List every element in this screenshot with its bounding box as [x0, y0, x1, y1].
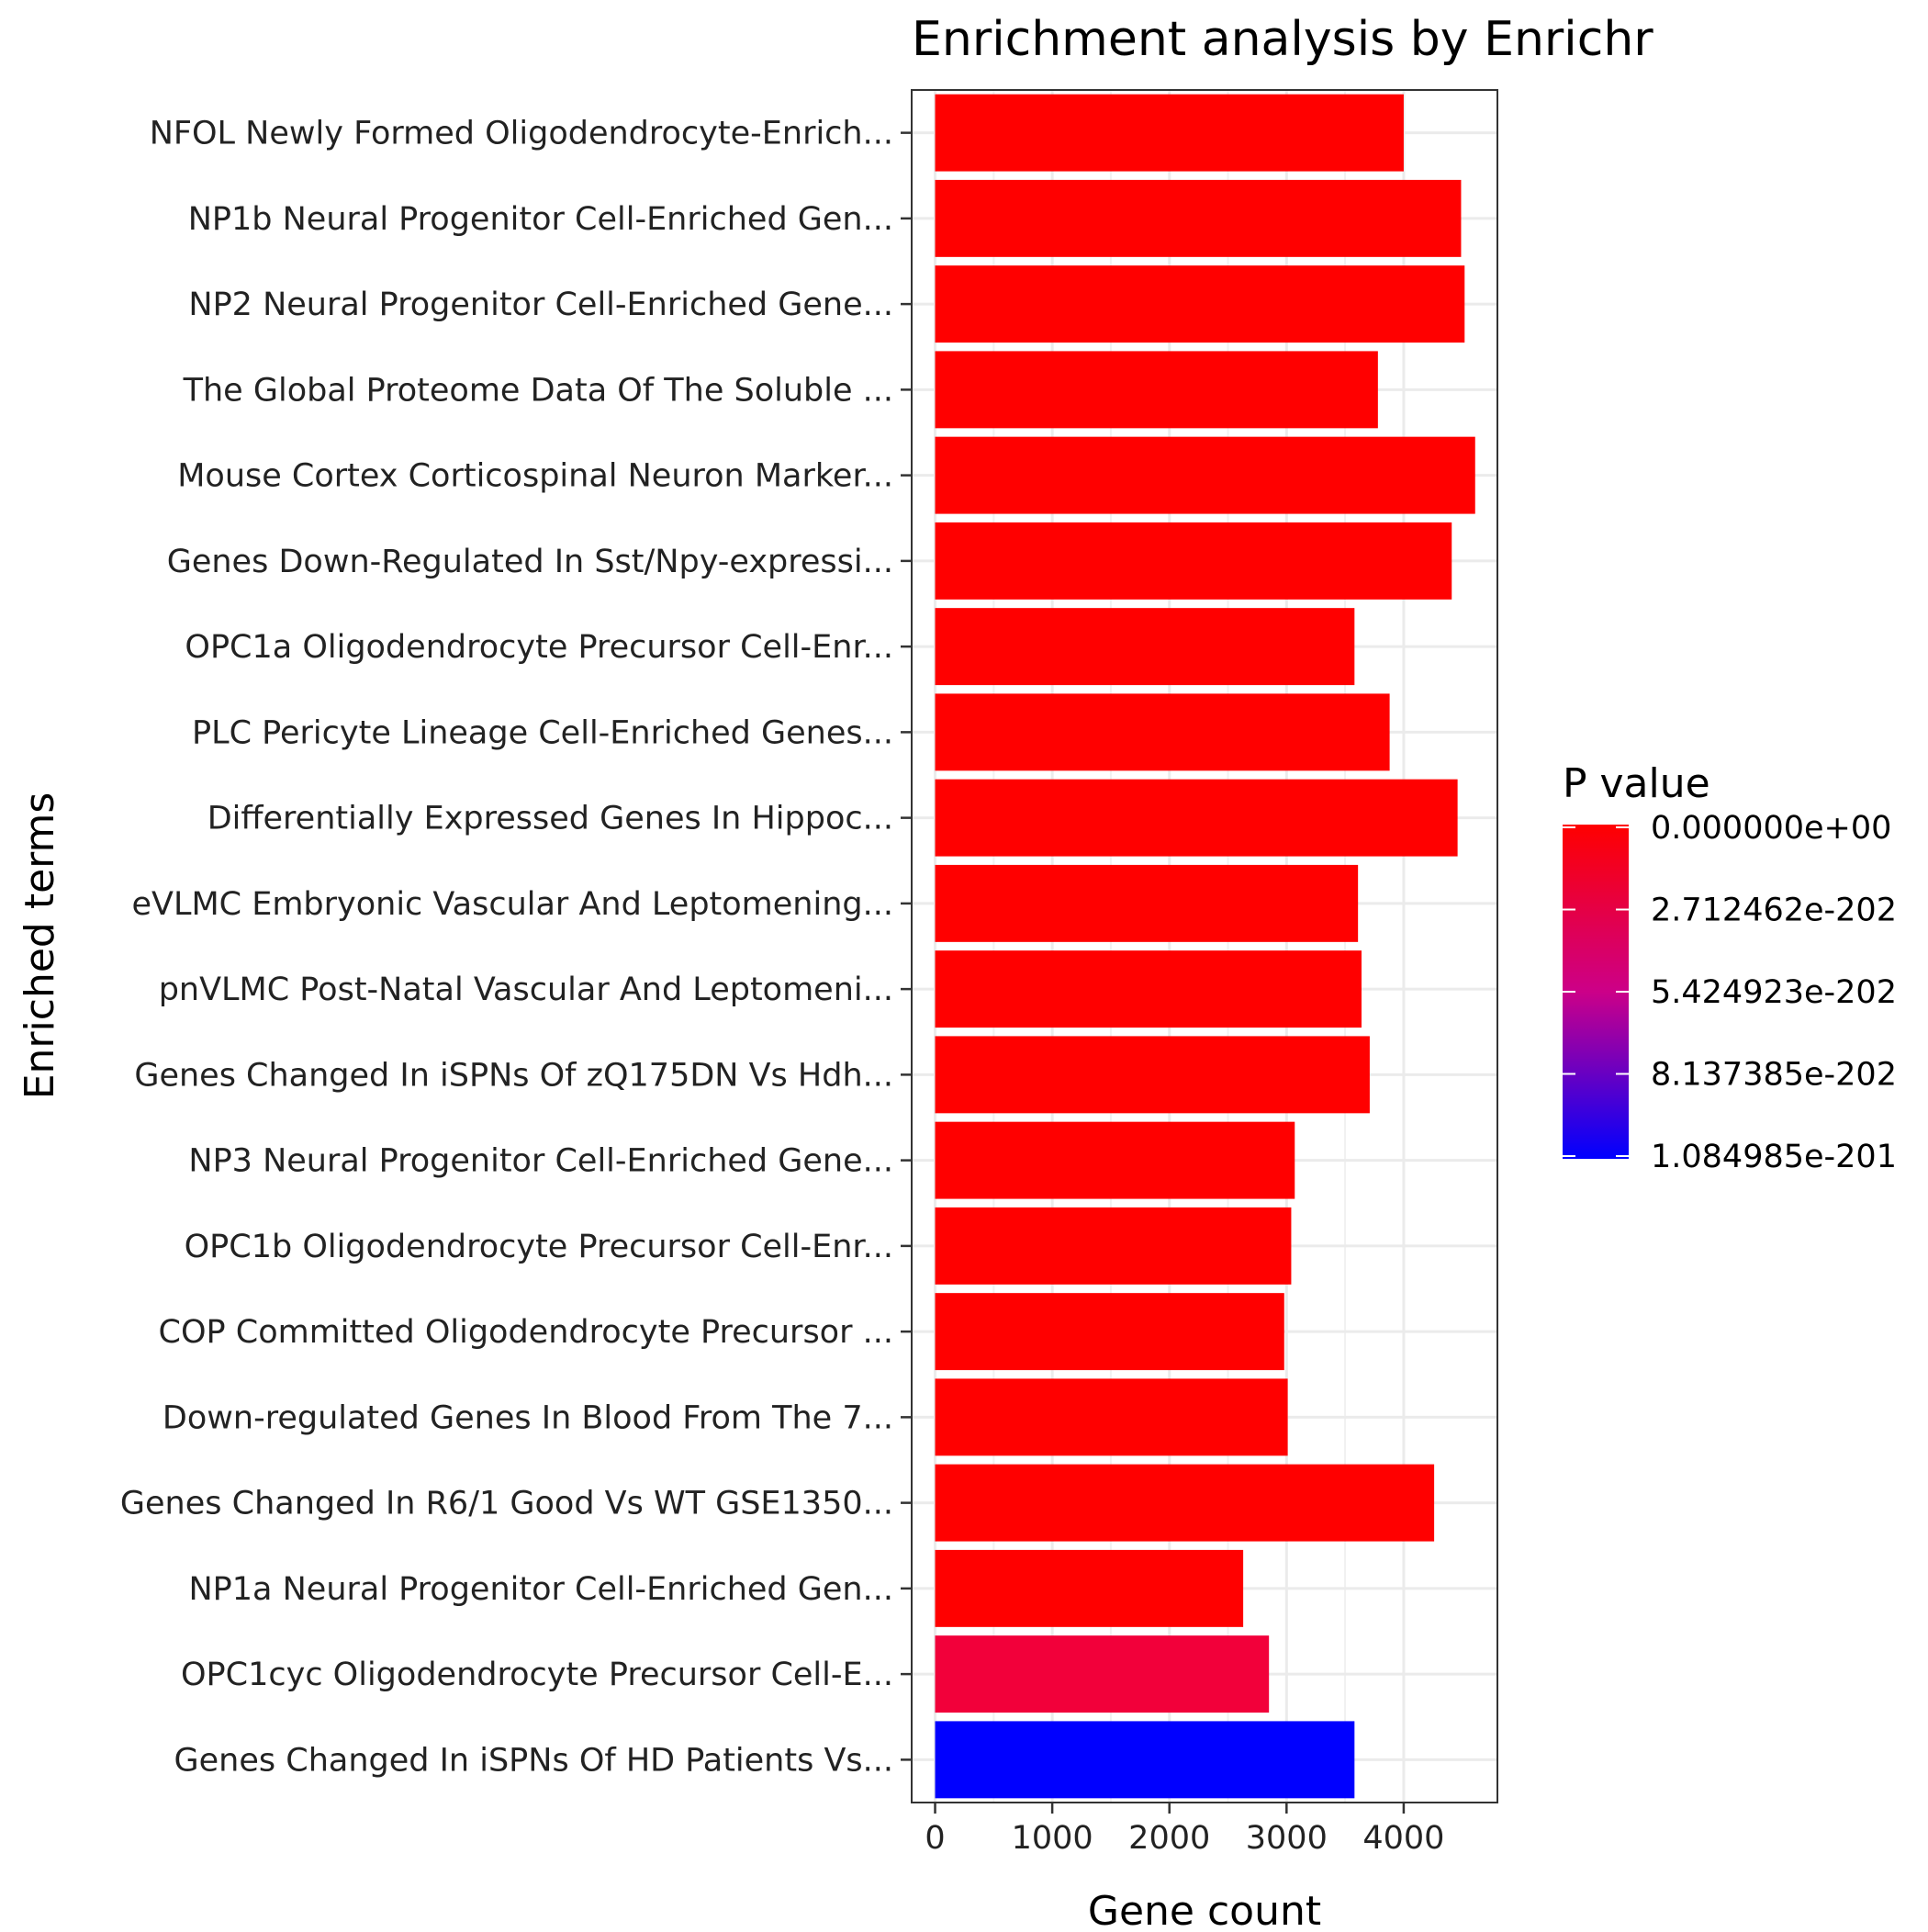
legend-tick-label: 2.712462e-202 [1651, 893, 1897, 929]
plot-panel-border [911, 89, 1498, 1803]
y-tick-label: OPC1a Oligodendrocyte Precursor Cell-Enr… [185, 629, 893, 666]
bar [935, 1036, 1370, 1114]
y-tick-label: The Global Proteome Data Of The Soluble … [183, 372, 893, 409]
x-tick-label: 3000 [1246, 1820, 1328, 1857]
y-tick-label: pnVLMC Post-Natal Vascular And Leptomeni… [159, 972, 893, 1008]
bars [935, 94, 1475, 1799]
plot-background [912, 90, 1497, 1803]
y-tick-label: Differentially Expressed Genes In Hippoc… [207, 801, 893, 837]
bar [935, 1121, 1295, 1199]
bar [935, 522, 1452, 600]
legend-tick-label: 1.084985e-201 [1651, 1139, 1897, 1175]
y-tick-label: NFOL Newly Formed Oligodendrocyte-Enrich… [150, 116, 893, 152]
legend-title: P value [1563, 760, 1710, 807]
bar [935, 1378, 1288, 1456]
y-tick-label: OPC1cyc Oligodendrocyte Precursor Cell-E… [181, 1657, 893, 1693]
legend-tick-label: 5.424923e-202 [1651, 974, 1897, 1011]
chart-title: Enrichment analysis by Enrichr [912, 12, 1653, 67]
legend-tick-label: 8.137385e-202 [1651, 1057, 1897, 1094]
y-tick-label: PLC Pericyte Lineage Cell-Enriched Genes… [192, 714, 893, 751]
y-tick-label: NP3 Neural Progenitor Cell-Enriched Gene… [188, 1143, 893, 1180]
y-tick-label: Genes Down-Regulated In Sst/Npy-expressi… [167, 544, 893, 580]
y-tick-label: Genes Changed In iSPNs Of HD Patients Vs… [174, 1742, 893, 1779]
y-tick-label: Down-regulated Genes In Blood From The 7… [163, 1399, 893, 1436]
bar [935, 1549, 1244, 1627]
bar [935, 1293, 1284, 1371]
x-axis-title: Gene count [1088, 1888, 1321, 1928]
x-tick-label: 1000 [1012, 1820, 1093, 1857]
bar [935, 864, 1359, 942]
legend: P value 0.000000e+00 2.712462e-202 5.42492… [1563, 760, 1897, 1175]
y-tick-label: Genes Changed In iSPNs Of zQ175DN Vs Hdh… [134, 1057, 893, 1094]
bar [935, 265, 1465, 343]
bar [935, 94, 1404, 172]
x-tick-label: 4000 [1362, 1820, 1444, 1857]
bar [935, 779, 1458, 857]
y-tick-label: COP Committed Oligodendrocyte Precursor … [159, 1314, 893, 1351]
bar [935, 950, 1362, 1028]
y-tick-label: NP1b Neural Progenitor Cell-Enriched Gen… [188, 201, 893, 238]
x-axis-labels: 0 1000 2000 3000 4000 [925, 1803, 1444, 1857]
bar [935, 1207, 1292, 1285]
x-tick-label: 2000 [1128, 1820, 1210, 1857]
bar [935, 436, 1475, 514]
y-axis-labels: NFOL Newly Formed Oligodendrocyte-Enrich… [120, 116, 912, 1779]
y-tick-label: Genes Changed In R6/1 Good Vs WT GSE1350… [120, 1486, 893, 1522]
y-tick-label: NP2 Neural Progenitor Cell-Enriched Gene… [188, 286, 893, 323]
bar [935, 179, 1462, 257]
bar [935, 351, 1378, 429]
bar [935, 693, 1390, 771]
y-tick-label: OPC1b Oligodendrocyte Precursor Cell-Enr… [185, 1229, 893, 1265]
bar [935, 1464, 1435, 1542]
legend-tick-label: 0.000000e+00 [1651, 810, 1891, 847]
bar [935, 608, 1355, 686]
bar [935, 1635, 1270, 1713]
x-tick-label: 0 [925, 1820, 945, 1857]
y-axis-title: Enriched terms [17, 792, 63, 1100]
bar [935, 1721, 1355, 1799]
legend-ticks: 0.000000e+00 2.712462e-202 5.424923e-202 8.… [1563, 810, 1897, 1175]
y-tick-label: Mouse Cortex Corticospinal Neuron Marker… [177, 458, 893, 495]
y-tick-label: eVLMC Embryonic Vascular And Leptomening… [131, 886, 893, 923]
y-tick-label: NP1a Neural Progenitor Cell-Enriched Gen… [188, 1571, 893, 1608]
